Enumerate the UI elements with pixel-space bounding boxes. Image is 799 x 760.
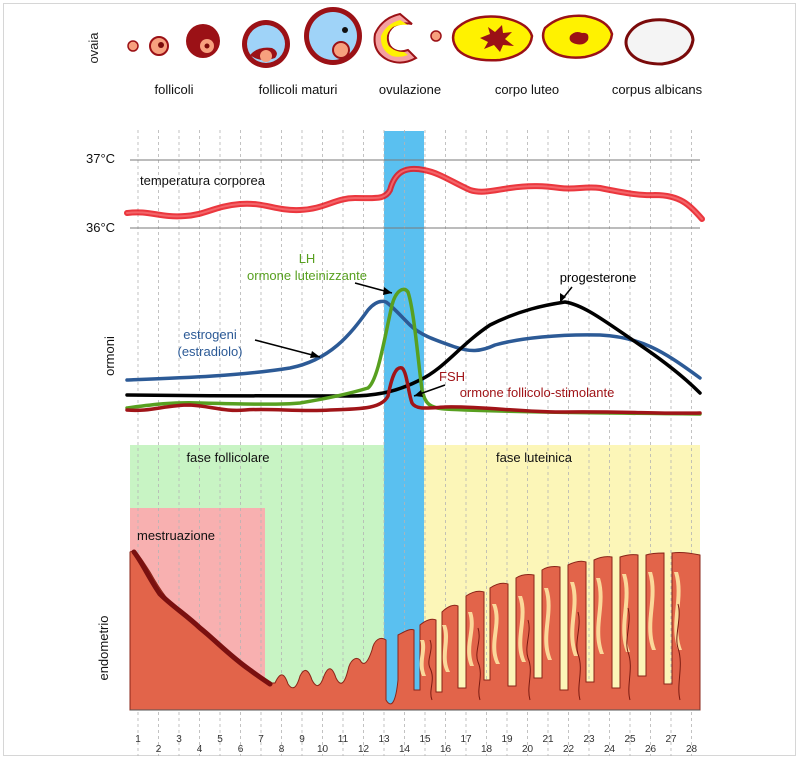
follicle-medium-nucleus [204, 43, 210, 49]
day-label: 20 [522, 744, 534, 755]
day-label: 18 [481, 744, 493, 755]
temperature-panel: 37°C 36°C temperatura corporea [86, 151, 705, 235]
endometrial-glands [419, 572, 682, 676]
endometrium-side-label: endometrio [96, 615, 111, 680]
ovary-side-label: ovaia [86, 32, 101, 64]
progesterone-label: progesterone [560, 270, 637, 285]
corpus-albicans [624, 18, 695, 66]
hormone-panel: ormoni LH ormone luteinizzante progester… [102, 251, 702, 416]
lh-label-long: ormone luteinizzante [247, 268, 367, 283]
day-label: 22 [563, 744, 575, 755]
day-label: 4 [197, 744, 203, 755]
fsh-label-long: ormone follicolo-stimolante [460, 385, 615, 400]
spiral-arteries [428, 603, 681, 701]
day-label: 13 [378, 734, 390, 745]
endometrium-panel: endometrio [96, 549, 701, 711]
day-label: 25 [624, 734, 636, 745]
estrogen-label-1: estrogeni [183, 327, 237, 342]
day-label: 2 [156, 744, 162, 755]
day-label: 8 [279, 744, 285, 755]
lh-label-short: LH [299, 251, 316, 266]
frame-border [3, 3, 796, 756]
follicular-phase-label: fase follicolare [186, 450, 269, 465]
released-oocyte [430, 30, 442, 42]
day-label: 15 [419, 734, 431, 745]
progesterone-pointer-head [560, 293, 566, 302]
day-label: 17 [460, 734, 472, 745]
day-label: 21 [542, 734, 554, 745]
day-label: 19 [501, 734, 513, 745]
day-grid [137, 130, 692, 756]
mature-follicle-2-nucleus [342, 27, 348, 33]
fsh-label-short: FSH [439, 369, 465, 384]
day-label: 9 [299, 734, 305, 745]
temp-36-label: 36°C [86, 220, 115, 235]
phase-backgrounds [130, 131, 700, 710]
day-label: 7 [258, 734, 264, 745]
temp-37-label: 37°C [86, 151, 115, 166]
mature-follicle-2-oocyte [332, 41, 350, 59]
day-label: 6 [238, 744, 244, 755]
fsh-curve [125, 366, 702, 415]
follicle-tiny [127, 40, 139, 52]
ovulation-band [384, 131, 424, 710]
lh-curve [125, 287, 702, 416]
day-label: 3 [176, 734, 182, 745]
day-label: 1 [135, 734, 141, 745]
estrogen-pointer-head [310, 351, 320, 358]
lh-pointer-head [383, 287, 392, 295]
day-labels: 1234567891011121314151617181920212223242… [135, 734, 697, 755]
temp-label: temperatura corporea [140, 173, 266, 188]
day-label: 11 [338, 734, 349, 745]
day-label: 27 [665, 734, 677, 745]
temperature-curve-highlight [126, 167, 703, 220]
fsh-pointer-head [414, 390, 423, 397]
estrogen-pointer [254, 339, 321, 358]
follicle-small-oocyte [158, 42, 164, 48]
shedding-layer [131, 549, 273, 687]
day-label: 26 [645, 744, 657, 755]
endometrium-shape [129, 550, 701, 711]
ruptured-follicle-inner [380, 20, 408, 57]
day-label: 23 [583, 734, 595, 745]
day-label: 10 [317, 744, 329, 755]
menstruation-label: mestruazione [137, 528, 215, 543]
progesterone-curve [125, 300, 702, 398]
ovary-row: ovaia follicoli follicoli maturi ovulazi… [86, 7, 703, 97]
stage-label-corpus-luteum: corpo luteo [495, 82, 559, 97]
day-label: 5 [217, 734, 223, 745]
stage-label-follicles: follicoli [154, 82, 193, 97]
day-label: 12 [358, 744, 370, 755]
estrogen-curve [125, 299, 702, 382]
corpus-luteum-early-core [480, 25, 514, 52]
day-label: 16 [440, 744, 452, 755]
mature-follicle-1-oocyte [260, 50, 272, 62]
luteal-phase-label: fase luteinica [496, 450, 573, 465]
hormone-side-label: ormoni [102, 336, 117, 376]
day-label: 14 [399, 744, 411, 755]
stage-label-corpus-albicans: corpus albicans [612, 82, 703, 97]
estrogen-label-2: (estradiolo) [177, 344, 242, 359]
day-label: 24 [604, 744, 616, 755]
stage-label-ovulation: ovulazione [379, 82, 441, 97]
corpus-luteum-late-core [569, 32, 589, 45]
day-axis: 1234567891011121314151617181920212223242… [130, 709, 700, 755]
day-label: 28 [686, 744, 698, 755]
stage-label-mature-follicles: follicoli maturi [259, 82, 338, 97]
